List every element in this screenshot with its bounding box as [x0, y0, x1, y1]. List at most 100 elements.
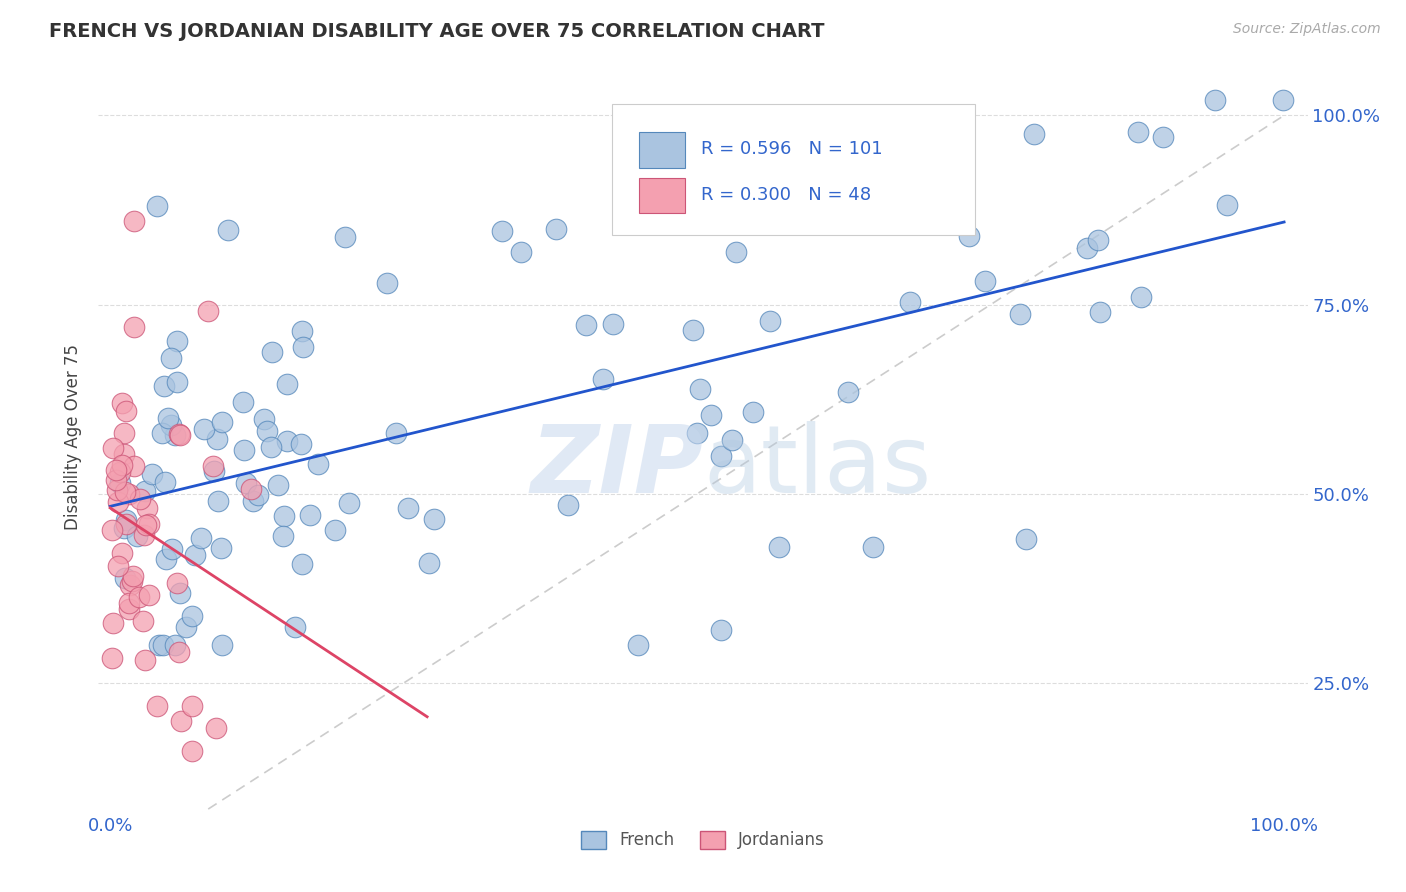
- Point: [160, 541, 183, 556]
- Point: [169, 645, 191, 659]
- Point: [207, 494, 229, 508]
- Point: [211, 638, 233, 652]
- Point: [103, 442, 125, 456]
- Point: [385, 426, 408, 441]
- Point: [122, 459, 145, 474]
- Point: [121, 569, 143, 583]
- Point: [134, 653, 156, 667]
- Point: [273, 529, 295, 543]
- Point: [491, 224, 513, 238]
- Point: [166, 576, 188, 591]
- Point: [256, 424, 278, 438]
- Point: [1126, 125, 1149, 139]
- Point: [107, 558, 129, 573]
- Point: [1215, 198, 1237, 212]
- Point: [138, 516, 160, 531]
- Point: [132, 614, 155, 628]
- Point: [1076, 241, 1098, 255]
- Point: [260, 440, 283, 454]
- Point: [118, 602, 141, 616]
- Point: [689, 382, 711, 396]
- Point: [602, 317, 624, 331]
- Point: [165, 427, 187, 442]
- Point: [190, 531, 212, 545]
- Point: [510, 244, 533, 259]
- Point: [105, 483, 128, 497]
- FancyBboxPatch shape: [613, 103, 976, 235]
- Point: [276, 434, 298, 448]
- Point: [557, 498, 579, 512]
- Point: [284, 619, 307, 633]
- Point: [837, 385, 859, 400]
- Text: R = 0.596   N = 101: R = 0.596 N = 101: [700, 140, 882, 159]
- Point: [169, 427, 191, 442]
- Point: [155, 552, 177, 566]
- Text: ZIP: ZIP: [530, 421, 703, 513]
- Point: [423, 512, 446, 526]
- Legend: French, Jordanians: French, Jordanians: [575, 824, 831, 855]
- Point: [115, 513, 138, 527]
- Point: [112, 521, 135, 535]
- Point: [418, 556, 440, 570]
- Point: [211, 415, 233, 429]
- Point: [166, 375, 188, 389]
- Point: [146, 698, 169, 713]
- Point: [1087, 233, 1109, 247]
- Point: [128, 591, 150, 605]
- Point: [700, 409, 723, 423]
- Point: [111, 396, 134, 410]
- Point: [148, 638, 170, 652]
- Point: [682, 323, 704, 337]
- Point: [122, 320, 145, 334]
- Point: [273, 508, 295, 523]
- Point: [396, 501, 419, 516]
- Point: [165, 638, 187, 652]
- Point: [233, 442, 256, 457]
- Point: [136, 500, 159, 515]
- Point: [333, 229, 356, 244]
- Point: [1015, 533, 1038, 547]
- Point: [262, 345, 284, 359]
- Point: [159, 351, 181, 365]
- Point: [207, 432, 229, 446]
- Point: [616, 207, 638, 221]
- Point: [710, 623, 733, 637]
- Point: [768, 540, 790, 554]
- Point: [323, 524, 346, 538]
- Point: [181, 609, 204, 624]
- Point: [1008, 307, 1031, 321]
- Point: [138, 588, 160, 602]
- Point: [235, 475, 257, 490]
- Point: [115, 516, 138, 531]
- Point: [104, 462, 127, 476]
- Point: [174, 620, 197, 634]
- Point: [240, 482, 263, 496]
- Point: [152, 638, 174, 652]
- Point: [291, 324, 314, 338]
- Point: [290, 437, 312, 451]
- Point: [291, 557, 314, 571]
- Point: [710, 449, 733, 463]
- Point: [546, 222, 568, 236]
- Point: [114, 485, 136, 500]
- Point: [169, 426, 191, 441]
- Point: [114, 571, 136, 585]
- Point: [759, 314, 782, 328]
- Point: [1272, 93, 1295, 107]
- Point: [112, 447, 135, 461]
- Point: [299, 508, 322, 523]
- Point: [118, 578, 141, 592]
- Point: [1204, 93, 1226, 107]
- Point: [209, 541, 232, 555]
- Point: [150, 425, 173, 440]
- Point: [166, 334, 188, 349]
- Point: [724, 244, 747, 259]
- Point: [193, 422, 215, 436]
- Point: [973, 274, 995, 288]
- Point: [184, 548, 207, 562]
- Point: [114, 404, 136, 418]
- Point: [101, 523, 124, 537]
- Point: [132, 528, 155, 542]
- Point: [112, 426, 135, 441]
- Point: [111, 458, 134, 472]
